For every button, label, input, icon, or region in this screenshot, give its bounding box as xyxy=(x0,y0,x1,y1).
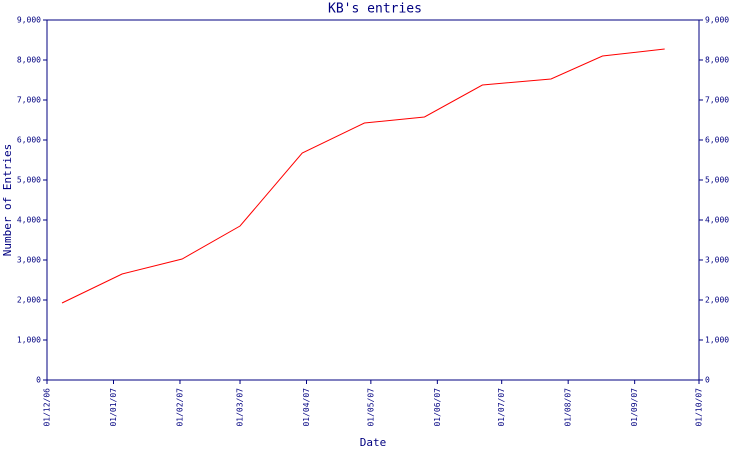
y2-tick-label: 5,000 xyxy=(705,176,729,185)
y2-tick-label: 4,000 xyxy=(705,216,729,225)
y-tick-label: 4,000 xyxy=(17,216,41,225)
x-axis-label: Date xyxy=(360,436,387,449)
chart-title: KB's entries xyxy=(328,2,422,17)
y-tick-label: 0 xyxy=(36,376,41,385)
y-tick-label: 9,000 xyxy=(17,16,41,25)
y2-tick-label: 7,000 xyxy=(705,96,729,105)
x-tick-label: 01/10/07 xyxy=(695,388,704,427)
x-tick-label: 01/06/07 xyxy=(433,388,442,427)
y2-tick-label: 8,000 xyxy=(705,56,729,65)
x-tick-label: 01/02/07 xyxy=(175,388,184,427)
y-tick-label: 5,000 xyxy=(17,176,41,185)
x-tick-label: 01/07/07 xyxy=(497,388,506,427)
y2-tick-label: 1,000 xyxy=(705,336,729,345)
x-tick-label: 01/05/07 xyxy=(366,388,375,427)
y2-tick-label: 2,000 xyxy=(705,296,729,305)
y-axis-label: Number of Entries xyxy=(1,144,14,257)
data-line xyxy=(61,48,665,304)
y-tick-label: 7,000 xyxy=(17,96,41,105)
y-tick-label: 3,000 xyxy=(17,256,41,265)
x-tick-label: 01/08/07 xyxy=(564,388,573,427)
y-tick-label: 6,000 xyxy=(17,136,41,145)
x-tick-label: 01/03/07 xyxy=(236,388,245,427)
y2-tick-label: 0 xyxy=(705,376,710,385)
x-tick-label: 01/04/07 xyxy=(302,388,311,427)
y-tick-label: 8,000 xyxy=(17,56,41,65)
plot-frame xyxy=(46,19,700,381)
y2-tick-label: 3,000 xyxy=(705,256,729,265)
y-tick-label: 2,000 xyxy=(17,296,41,305)
x-tick-label: 01/12/06 xyxy=(43,388,52,427)
y2-tick-label: 9,000 xyxy=(705,16,729,25)
x-tick-label: 01/09/07 xyxy=(630,388,639,427)
y2-tick-label: 6,000 xyxy=(705,136,729,145)
y-tick-label: 1,000 xyxy=(17,336,41,345)
x-tick-label: 01/01/07 xyxy=(109,388,118,427)
